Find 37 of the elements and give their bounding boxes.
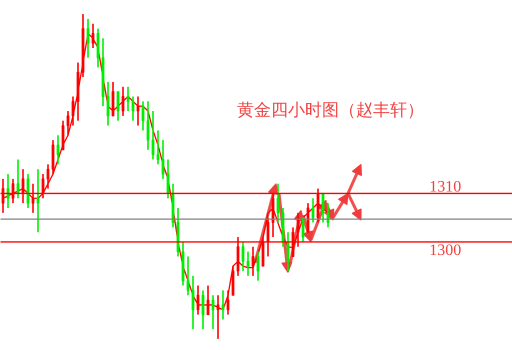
- candlestick: [72, 96, 74, 126]
- candlestick: [46, 164, 50, 190]
- candlestick: [56, 134, 60, 166]
- candlestick: [212, 294, 214, 330]
- candlestick: [132, 96, 134, 122]
- candlestick: [106, 81, 110, 126]
- candlestick: [152, 110, 154, 160]
- ref-line-label: 1300: [429, 242, 462, 259]
- candlestick: [146, 100, 150, 151]
- candlestick: [246, 250, 250, 277]
- candlestick: [312, 197, 314, 224]
- candlestick: [162, 139, 164, 180]
- candlestick: [86, 18, 90, 58]
- candlestick: [156, 130, 160, 166]
- candlestick: [126, 86, 130, 112]
- candlestick: [322, 192, 324, 224]
- text: 黄金四小时图（赵丰轩）: [237, 100, 424, 120]
- candlestick: [116, 90, 120, 122]
- candlestick: [252, 246, 254, 277]
- ref-line-label: 1310: [429, 178, 462, 196]
- candlestick: [122, 86, 124, 117]
- candlestick: [142, 100, 144, 132]
- candlestick: [186, 256, 190, 296]
- candlestick: [276, 182, 280, 224]
- candlestick: [136, 96, 140, 126]
- candlestick: [16, 158, 20, 200]
- candlestick: [202, 290, 204, 330]
- candlestick: [302, 216, 304, 243]
- candlestick: [36, 168, 40, 234]
- candlestick: [66, 110, 70, 136]
- candlestick: [6, 173, 10, 209]
- candlestick: [192, 275, 194, 330]
- candlestick: [222, 290, 224, 320]
- candlestick: [166, 158, 170, 200]
- candlestick: [242, 241, 244, 272]
- candlestick: [286, 231, 290, 272]
- candlestick: [256, 250, 260, 282]
